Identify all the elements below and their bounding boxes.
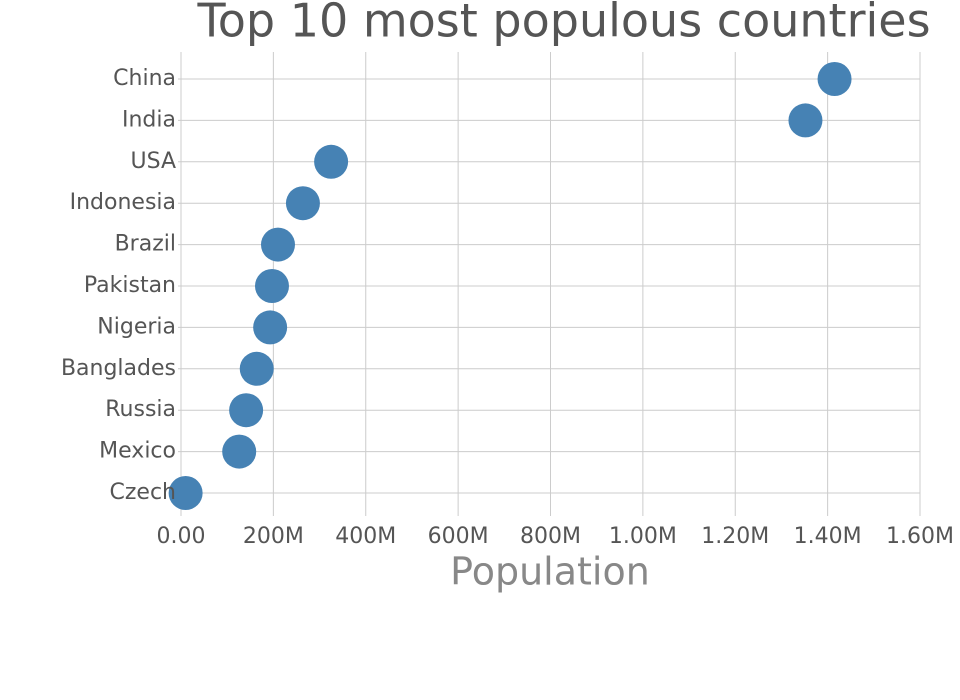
y-tick-label: Indonesia (70, 190, 176, 215)
dot (254, 269, 289, 303)
x-tick-label: 1.60M (886, 524, 954, 549)
y-tick-label: Nigeria (97, 314, 176, 339)
dot (788, 103, 823, 138)
chart-title: Top 10 most populous countries (196, 0, 930, 48)
dot (285, 186, 320, 221)
y-tick-label: Russia (105, 397, 176, 422)
y-tick-label: Mexico (99, 439, 176, 464)
y-tick-label: China (113, 66, 176, 91)
dot (817, 62, 852, 96)
dot (253, 310, 288, 345)
x-tick-label: 800M (520, 524, 581, 549)
y-tick-label: USA (130, 149, 176, 174)
x-tick-label: 1.20M (701, 524, 769, 549)
dot (239, 351, 274, 386)
x-tick-label: 1.00M (609, 524, 677, 549)
x-tick-label: 400M (335, 524, 396, 549)
x-tick-label: 600M (428, 524, 489, 549)
x-tick-label: 1.40M (794, 524, 862, 549)
dot (229, 393, 264, 428)
x-axis-title: Population (450, 550, 650, 594)
y-tick-label: Pakistan (84, 273, 176, 298)
dot (260, 227, 295, 262)
dot (168, 476, 203, 510)
dot (222, 434, 257, 469)
y-tick-label: Czech (110, 480, 176, 505)
x-tick-label: 0.00 (157, 524, 206, 549)
y-tick-label: India (122, 107, 176, 132)
y-tick-label: Banglades (61, 356, 176, 381)
y-tick-label: Brazil (115, 232, 176, 257)
grid (178, 52, 921, 516)
marks (168, 62, 852, 510)
x-tick-label: 200M (243, 524, 304, 549)
dot (314, 144, 349, 179)
